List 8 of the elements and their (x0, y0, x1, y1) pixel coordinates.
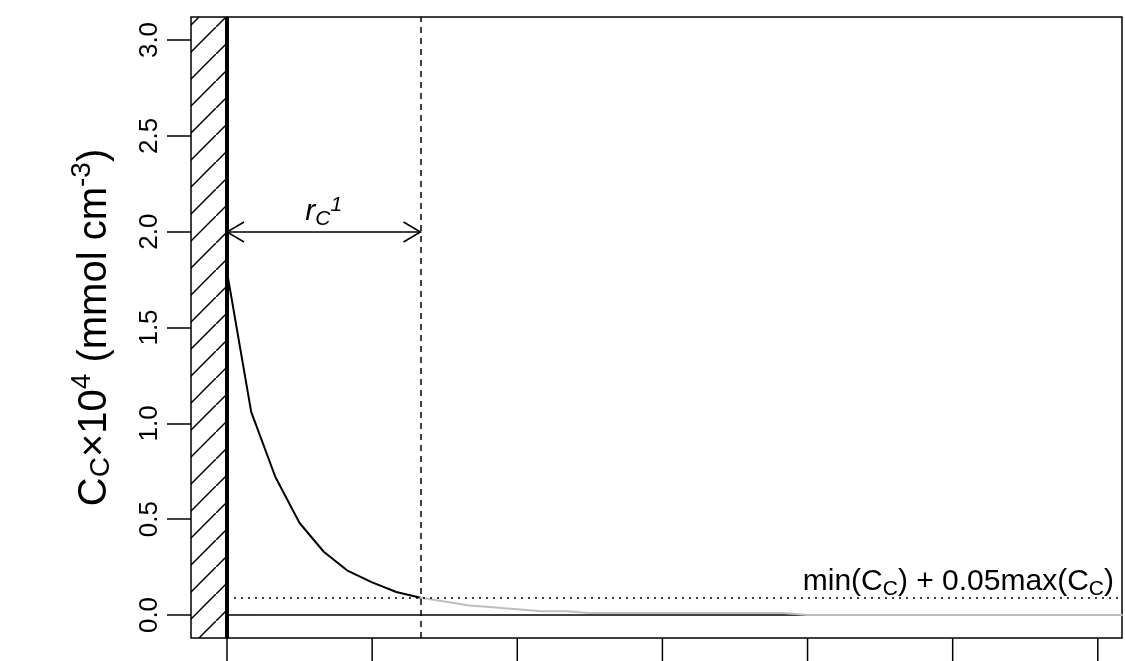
y-tick-label: 2.5 (133, 117, 163, 154)
y-tick-label: 1.0 (133, 405, 163, 442)
y-tick-label: 0.5 (133, 501, 163, 538)
y-tick-label: 2.0 (133, 213, 163, 250)
y-tick-label: 0.0 (133, 596, 163, 634)
ref-line-label: min(C$_{C}$) + 0.05max(C$_{C}$) (802, 562, 1114, 599)
y-tick-label: 3.0 (133, 21, 163, 59)
y-tick-label: 1.5 (133, 309, 163, 346)
